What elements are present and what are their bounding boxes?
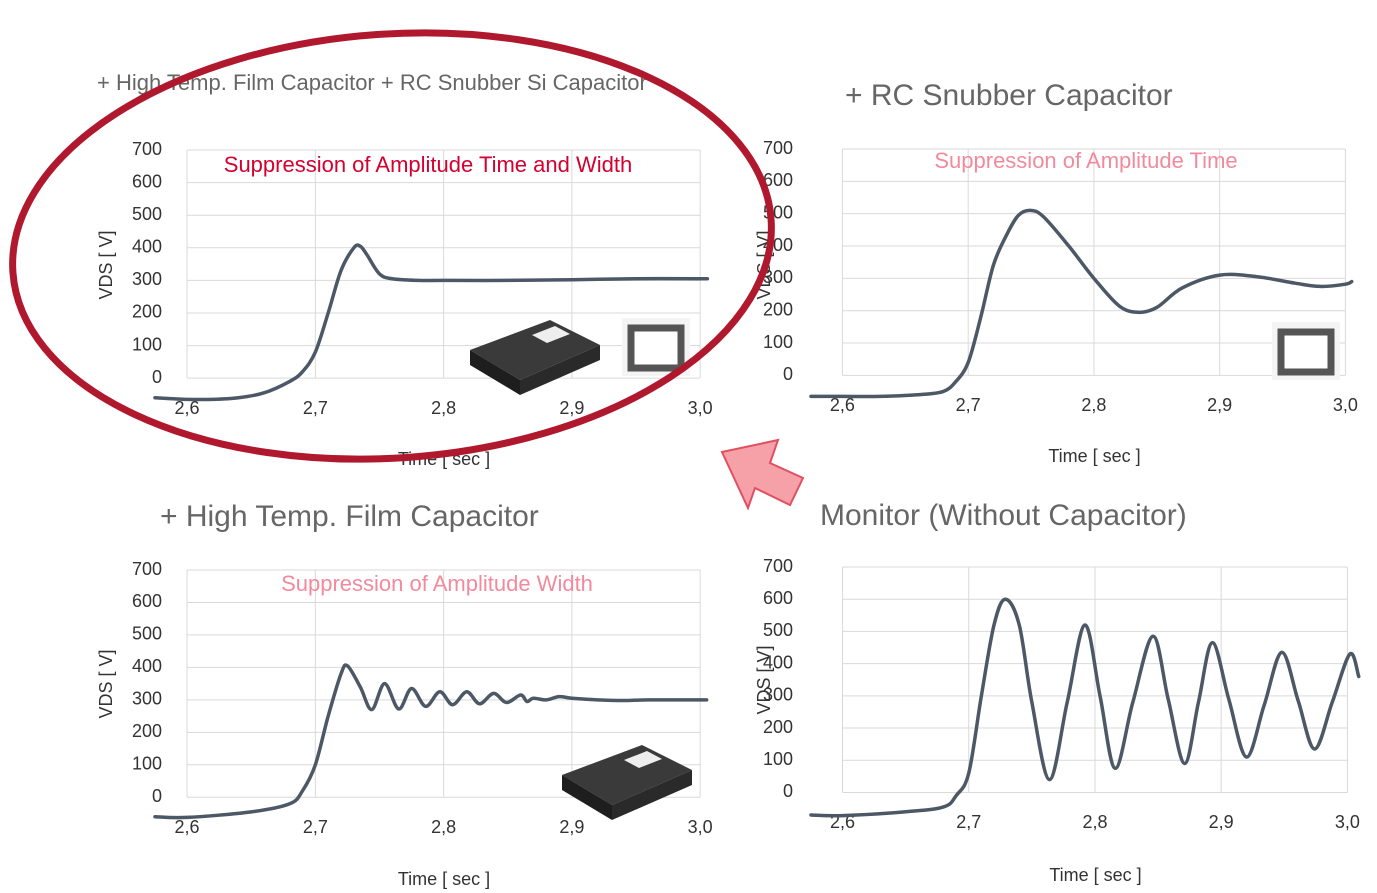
x-tick-label: 2,8 (431, 817, 456, 837)
y-tick-label: 500 (132, 204, 162, 224)
y-tick-label: 700 (763, 138, 793, 158)
x-tick-label: 2,9 (559, 817, 584, 837)
film-capacitor-image (562, 745, 692, 820)
page: 0 100 200 300 400 500 600 700 2,6 2,7 2,8 2,9 3,0 + H… (0, 0, 1377, 893)
x-tick-label: 2,8 (1081, 395, 1106, 415)
x-tick-label: 3,0 (1333, 395, 1358, 415)
y-axis-label: VDS [ V] (96, 649, 116, 718)
x-tick-label: 3,0 (688, 817, 713, 837)
x-tick-label: 3,0 (1335, 812, 1360, 832)
y-tick-label: 200 (132, 302, 162, 322)
y-tick-label: 400 (132, 656, 162, 676)
x-tick-label: 2,7 (303, 398, 328, 418)
y-axis-label: VDS [ V] (96, 230, 116, 299)
y-tick-label: 100 (763, 332, 793, 352)
si-capacitor-image (1272, 322, 1340, 380)
x-tick-label: 2,7 (956, 812, 981, 832)
y-axis-label: VDS [ V] (754, 645, 774, 714)
x-tick-label: 2,8 (1082, 812, 1107, 832)
x-tick-label: 3,0 (688, 398, 713, 418)
y-tick-label: 200 (763, 299, 793, 319)
y-tick-label: 600 (763, 588, 793, 608)
y-tick-label: 700 (763, 556, 793, 576)
y-tick-label: 700 (132, 559, 162, 579)
x-tick-label: 2,7 (956, 395, 981, 415)
x-tick-label: 2,9 (1207, 395, 1232, 415)
chart-title: + High Temp. Film Capacitor (160, 500, 539, 533)
chart-title: Monitor (Without Capacitor) (820, 499, 1187, 532)
data-line (811, 210, 1352, 396)
figure: 0 100 200 300 400 500 600 700 2,6 2,7 2,8 2,9 3,0 + H… (0, 0, 1377, 893)
y-tick-label: 600 (132, 591, 162, 611)
x-tick-label: 2,8 (431, 398, 456, 418)
x-axis-label: Time [ sec ] (398, 869, 490, 889)
y-tick-label: 100 (132, 754, 162, 774)
y-tick-label: 500 (763, 620, 793, 640)
y-tick-label: 400 (132, 237, 162, 257)
y-tick-label: 0 (152, 786, 162, 806)
x-tick-label: 2,9 (559, 398, 584, 418)
x-tick-label: 2,9 (1209, 812, 1234, 832)
annotation: Suppression of Amplitude Time and Width (224, 152, 632, 177)
arrow (722, 440, 803, 508)
y-tick-label: 300 (132, 269, 162, 289)
y-tick-label: 300 (132, 689, 162, 709)
chart-title: + RC Snubber Capacitor (845, 79, 1173, 112)
y-tick-label: 0 (783, 781, 793, 801)
y-tick-label: 600 (132, 171, 162, 191)
y-tick-label: 500 (132, 624, 162, 644)
annotation: Suppression of Amplitude Time (934, 148, 1237, 173)
annotation: Suppression of Amplitude Width (281, 571, 593, 596)
y-tick-label: 700 (132, 139, 162, 159)
film-capacitor-image (470, 320, 600, 395)
y-tick-label: 100 (132, 334, 162, 354)
y-tick-label: 0 (152, 367, 162, 387)
x-tick-label: 2,6 (175, 817, 200, 837)
y-tick-label: 0 (783, 364, 793, 384)
y-tick-label: 100 (763, 749, 793, 769)
x-axis-label: Time [ sec ] (1048, 446, 1140, 466)
y-tick-label: 200 (763, 717, 793, 737)
x-tick-label: 2,7 (303, 817, 328, 837)
x-axis-label: Time [ sec ] (1049, 865, 1141, 885)
y-tick-label: 200 (132, 721, 162, 741)
charts: 0 100 200 300 400 500 600 700 2,6 2,7 2,8 2,9 3,0 + H… (96, 70, 1360, 889)
